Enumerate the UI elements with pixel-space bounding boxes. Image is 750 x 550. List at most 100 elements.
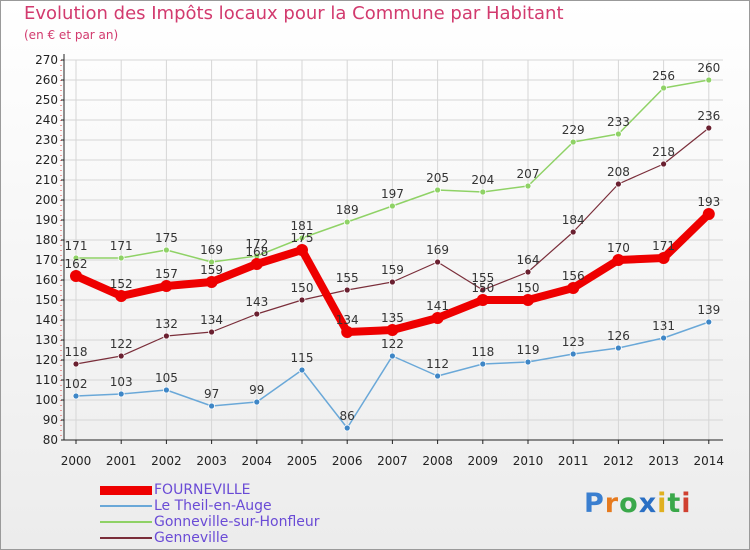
data-point bbox=[569, 228, 577, 236]
data-point bbox=[479, 188, 487, 196]
data-label: 256 bbox=[652, 69, 675, 83]
legend-swatch bbox=[100, 505, 152, 507]
data-point bbox=[615, 130, 622, 138]
data-label: 171 bbox=[110, 239, 133, 253]
y-tick-label: 170 bbox=[35, 253, 58, 267]
data-point bbox=[117, 254, 125, 262]
data-point bbox=[660, 84, 667, 92]
data-label: 134 bbox=[336, 313, 359, 327]
data-point bbox=[660, 334, 667, 342]
data-label: 156 bbox=[562, 269, 585, 283]
data-label: 112 bbox=[426, 357, 449, 371]
x-tick-label: 2013 bbox=[648, 454, 679, 468]
data-point bbox=[569, 350, 577, 358]
x-tick-label: 2004 bbox=[242, 454, 273, 468]
data-label: 164 bbox=[517, 253, 540, 267]
data-label: 207 bbox=[517, 167, 540, 181]
data-point bbox=[524, 182, 532, 190]
legend-label: FOURNEVILLE bbox=[154, 482, 251, 498]
data-point bbox=[162, 332, 170, 340]
data-label: 175 bbox=[155, 231, 178, 245]
data-point bbox=[660, 160, 667, 168]
y-tick-label: 90 bbox=[43, 413, 58, 427]
legend-swatch bbox=[100, 521, 152, 523]
data-point bbox=[434, 258, 442, 266]
logo-letter: x bbox=[638, 488, 658, 519]
y-tick-label: 180 bbox=[35, 233, 58, 247]
data-label: 218 bbox=[652, 145, 675, 159]
data-label: 118 bbox=[65, 345, 88, 359]
y-tick-label: 190 bbox=[35, 213, 58, 227]
data-point bbox=[296, 244, 308, 256]
x-tick-label: 2002 bbox=[151, 454, 182, 468]
data-point bbox=[388, 278, 396, 286]
data-label: 184 bbox=[562, 213, 585, 227]
data-label: 131 bbox=[652, 319, 675, 333]
data-label: 134 bbox=[200, 313, 223, 327]
y-tick-label: 270 bbox=[35, 53, 58, 67]
y-tick-label: 240 bbox=[35, 113, 58, 127]
data-point bbox=[431, 312, 444, 324]
data-label: 169 bbox=[426, 243, 449, 257]
data-point bbox=[162, 246, 170, 254]
data-label: 159 bbox=[200, 263, 223, 277]
logo-letter: i bbox=[681, 488, 692, 519]
data-point bbox=[524, 358, 532, 366]
logo-letter: P bbox=[584, 488, 605, 519]
data-point bbox=[298, 366, 306, 374]
series-fourneville: 162 152 157 159 168 175 134 135 141 150 150 156 170 1… bbox=[65, 195, 720, 338]
legend-swatch bbox=[100, 537, 152, 539]
y-tick-label: 160 bbox=[35, 273, 58, 287]
data-label: 132 bbox=[155, 317, 178, 331]
data-label: 181 bbox=[291, 219, 314, 233]
data-label: 103 bbox=[110, 375, 133, 389]
logo-letter: i bbox=[657, 488, 668, 519]
data-label: 171 bbox=[65, 239, 88, 253]
data-label: 159 bbox=[381, 263, 404, 277]
data-label: 86 bbox=[340, 409, 355, 423]
data-point bbox=[612, 254, 625, 266]
data-point bbox=[72, 360, 80, 368]
data-label: 141 bbox=[426, 299, 449, 313]
data-point bbox=[298, 296, 306, 304]
data-label: 122 bbox=[110, 337, 133, 351]
data-label: 97 bbox=[204, 387, 219, 401]
data-point bbox=[341, 326, 354, 338]
data-point bbox=[117, 352, 125, 360]
data-point bbox=[253, 398, 261, 406]
data-point bbox=[250, 258, 263, 270]
data-label: 168 bbox=[245, 245, 268, 259]
data-point bbox=[253, 310, 261, 318]
data-label: 119 bbox=[517, 343, 540, 357]
data-label: 150 bbox=[517, 281, 540, 295]
data-point bbox=[208, 328, 216, 336]
y-tick-label: 100 bbox=[35, 393, 58, 407]
data-label: 99 bbox=[249, 383, 264, 397]
data-point bbox=[388, 352, 396, 360]
data-point bbox=[117, 390, 125, 398]
data-label: 236 bbox=[697, 109, 720, 123]
y-tick-label: 200 bbox=[35, 193, 58, 207]
data-label: 169 bbox=[200, 243, 223, 257]
data-point bbox=[208, 402, 216, 410]
y-tick-label: 140 bbox=[35, 313, 58, 327]
chart-subtitle: (en € et par an) bbox=[24, 28, 119, 42]
x-tick-label: 2012 bbox=[603, 454, 634, 468]
data-point bbox=[72, 392, 80, 400]
data-label: 118 bbox=[471, 345, 494, 359]
data-point bbox=[569, 138, 577, 146]
data-point bbox=[298, 234, 306, 242]
legend-label: Le Theil-en-Auge bbox=[154, 498, 272, 514]
data-label: 233 bbox=[607, 115, 630, 129]
data-label: 162 bbox=[65, 257, 88, 271]
proxiti-logo: Proxiti bbox=[584, 488, 692, 519]
y-tick-label: 130 bbox=[35, 333, 58, 347]
data-label: 205 bbox=[426, 171, 449, 185]
chart-title: Evolution des Impôts locaux pour la Comm… bbox=[24, 3, 564, 24]
data-label: 172 bbox=[245, 237, 268, 251]
data-point bbox=[705, 124, 713, 132]
x-tick-label: 2005 bbox=[287, 454, 318, 468]
data-label: 189 bbox=[336, 203, 359, 217]
data-point bbox=[615, 344, 622, 352]
